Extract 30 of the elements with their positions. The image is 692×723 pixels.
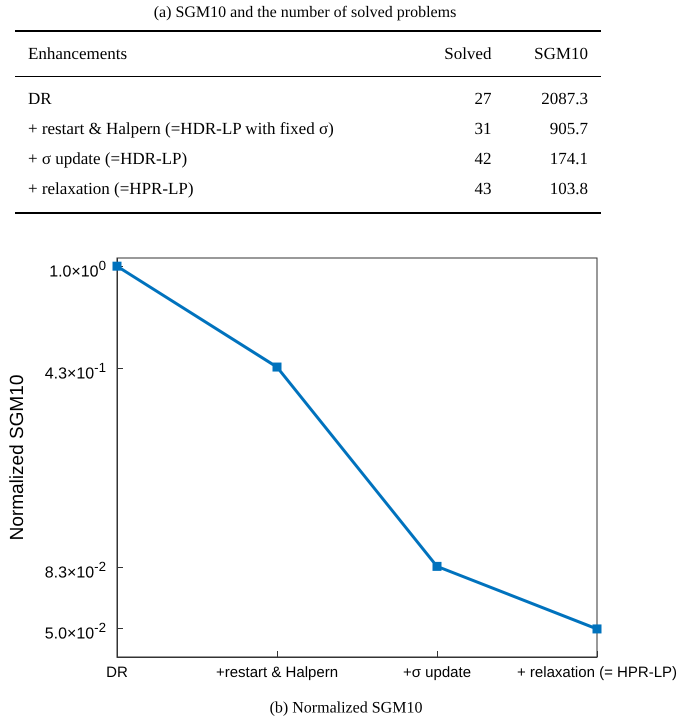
data-label: 2087.3	[540, 88, 589, 110]
data-label: 27	[473, 88, 492, 110]
x-tick-label: +restart & Halpern	[216, 664, 338, 681]
x-tick-label: +σ update	[402, 664, 472, 681]
data-label: 174.1	[548, 148, 589, 170]
text: Solved	[443, 43, 492, 65]
point	[112, 262, 122, 271]
data-label: 31	[473, 118, 492, 140]
data-label: 43	[473, 178, 492, 200]
text: (b) Normalized SGM10	[270, 700, 422, 716]
y-axis-title: Normalized SGM10	[7, 374, 28, 540]
category-label: + restart & Halpern (=HDR-LP with fixed σ)	[27, 118, 335, 140]
data-label: 42	[473, 148, 492, 170]
point	[592, 624, 602, 634]
text: Enhancements	[27, 43, 128, 65]
data-label: 905.7	[548, 118, 589, 140]
text: SGM10	[533, 43, 589, 65]
category-label: + σ update (=HDR-LP)	[27, 148, 188, 170]
category-label: + relaxation (=HPR-LP)	[27, 178, 195, 200]
y-tick-label: 8.3×10$^{-2}$	[44, 558, 106, 584]
y-tick-label: 1.0×10$^{0}$	[49, 257, 106, 282]
y-tick-label: 4.3×10$^{-1}$	[44, 359, 106, 384]
data-label: 103.8	[548, 178, 589, 200]
x-tick-label: DR	[106, 664, 128, 681]
point	[272, 362, 282, 372]
y-tick-label: 5.0×10$^{-2}$	[44, 619, 106, 645]
x-tick-label: + relaxation (= HPR-LP)	[516, 664, 678, 681]
text: (a) SGM10 and the number of solved problems	[152, 3, 458, 22]
category-label: DR	[27, 88, 53, 110]
point	[432, 562, 442, 571]
